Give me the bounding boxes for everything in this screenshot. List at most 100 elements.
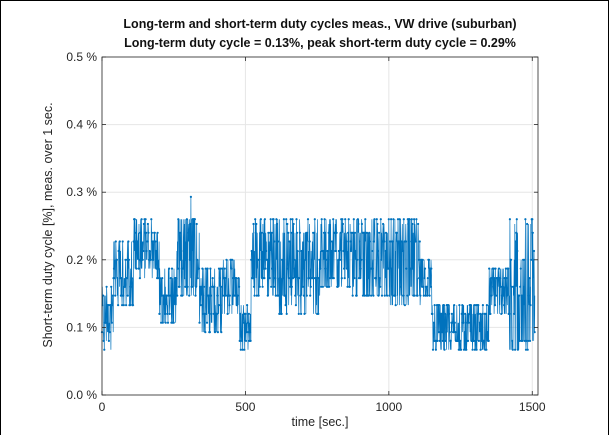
data-point	[339, 231, 342, 234]
data-point	[383, 294, 386, 297]
data-point	[228, 294, 231, 297]
x-axis-label: time [sec.]	[292, 415, 349, 429]
data-point	[237, 277, 240, 280]
data-point	[413, 294, 416, 297]
data-point	[336, 285, 339, 288]
data-point	[168, 267, 171, 270]
data-point	[189, 195, 192, 198]
data-point	[194, 294, 197, 297]
data-point	[377, 294, 380, 297]
data-point	[279, 294, 282, 297]
data-point	[503, 277, 506, 280]
data-point	[334, 249, 337, 253]
data-point	[343, 267, 346, 270]
data-point	[247, 331, 250, 334]
data-point	[130, 285, 133, 288]
data-point	[224, 277, 227, 280]
data-point	[443, 348, 446, 351]
data-point	[291, 277, 295, 280]
data-point	[252, 222, 255, 226]
data-point	[485, 304, 488, 307]
data-point	[410, 218, 413, 221]
data-point	[246, 304, 249, 307]
data-point	[154, 240, 157, 243]
data-point	[230, 267, 233, 270]
data-point	[184, 258, 187, 261]
data-point	[493, 304, 497, 307]
data-point	[491, 277, 494, 280]
data-point	[240, 331, 243, 334]
data-point	[132, 240, 135, 243]
data-point	[328, 285, 331, 288]
data-point	[328, 231, 331, 234]
data-point	[102, 294, 105, 297]
data-point	[507, 267, 510, 270]
data-point	[353, 231, 357, 234]
data-point	[242, 321, 245, 324]
data-point	[523, 339, 526, 342]
data-point	[246, 321, 249, 324]
data-point	[423, 277, 426, 280]
data-point	[219, 267, 222, 270]
data-point	[137, 240, 140, 243]
data-point	[137, 267, 140, 270]
data-point	[405, 267, 408, 270]
data-point	[178, 285, 181, 288]
data-point	[524, 348, 528, 351]
data-point	[285, 218, 288, 221]
data-point	[368, 240, 371, 243]
data-point	[146, 240, 149, 243]
data-point	[252, 285, 256, 288]
data-point	[185, 218, 188, 221]
data-point	[284, 304, 287, 307]
data-point	[528, 277, 531, 280]
data-point	[441, 331, 444, 334]
data-point	[146, 222, 149, 226]
data-point	[173, 294, 176, 297]
data-point	[386, 294, 389, 297]
data-point	[152, 240, 155, 243]
data-point	[355, 294, 358, 297]
y-tick-label: 0.0 %	[66, 388, 97, 402]
data-point	[415, 218, 418, 221]
data-point	[150, 218, 153, 221]
data-point	[250, 249, 253, 253]
data-point	[363, 231, 366, 234]
data-point	[195, 285, 198, 288]
data-point	[403, 304, 406, 307]
data-point	[465, 348, 468, 351]
data-point	[441, 339, 444, 342]
data-point	[148, 249, 151, 253]
data-point	[221, 294, 225, 297]
data-point	[342, 249, 345, 253]
data-point	[129, 304, 132, 307]
data-point	[299, 294, 302, 297]
data-point	[416, 294, 419, 297]
data-point	[134, 240, 137, 243]
data-point	[532, 249, 536, 253]
data-point	[310, 258, 314, 261]
data-point	[164, 321, 167, 324]
data-point	[235, 304, 238, 307]
data-point	[215, 312, 218, 315]
data-point	[431, 348, 435, 351]
data-point	[277, 240, 280, 243]
data-point	[106, 321, 109, 324]
data-point	[368, 231, 371, 234]
data-point	[387, 267, 390, 270]
data-point	[459, 339, 462, 342]
data-point	[324, 231, 327, 234]
data-point	[155, 267, 158, 270]
data-point	[474, 339, 477, 342]
data-point	[352, 231, 355, 234]
data-point	[360, 222, 363, 226]
data-point	[527, 294, 530, 297]
data-point	[263, 277, 266, 280]
data-point	[110, 285, 113, 288]
data-point	[275, 222, 279, 226]
data-point	[324, 267, 327, 270]
data-point	[116, 277, 119, 280]
y-axis-label: Short-term duty cycle [%], meas. over 1 …	[41, 102, 55, 347]
data-point	[110, 321, 113, 324]
data-point	[176, 267, 179, 270]
